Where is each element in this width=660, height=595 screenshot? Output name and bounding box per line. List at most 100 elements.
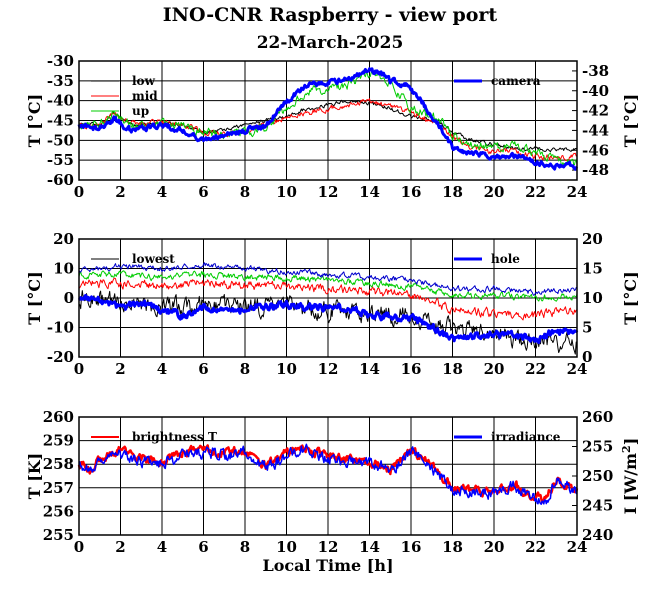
y-tick-label: 260 bbox=[43, 408, 74, 426]
y-axis-label: T [K] bbox=[25, 453, 44, 500]
series-line-hole bbox=[77, 293, 579, 345]
x-tick-label: 22 bbox=[525, 183, 546, 201]
x-tick-label: 20 bbox=[484, 538, 505, 556]
x-tick-label: 20 bbox=[484, 183, 505, 201]
legend-label: up bbox=[132, 104, 149, 118]
x-tick-label: 12 bbox=[318, 183, 339, 201]
x-tick-label: 12 bbox=[318, 538, 339, 556]
plot-frame bbox=[78, 416, 578, 536]
y-right-axis-label-main: T [°C] bbox=[621, 94, 640, 147]
y-right-tick-label: 260 bbox=[582, 408, 613, 426]
panel-2: 0 2 4 6 8 10 12 14 16 18 20 22 2420100-10-2020151050… bbox=[25, 230, 640, 378]
plot-frame bbox=[78, 60, 578, 181]
y-tick-label: 259 bbox=[43, 432, 74, 450]
x-tick-label: 8 bbox=[240, 538, 250, 556]
legend-label: hole bbox=[491, 252, 520, 266]
panel-1: 0 2 4 6 8 10 12 14 16 18 20 22 24-30-35-40-45-50-55-… bbox=[25, 52, 640, 201]
x-tick-label: 6 bbox=[198, 183, 208, 201]
x-tick-label: 12 bbox=[318, 360, 339, 378]
y-tick-label: 10 bbox=[53, 260, 74, 278]
y-tick-label: 20 bbox=[53, 230, 74, 248]
x-tick-label: 24 bbox=[567, 360, 588, 378]
plot-frame bbox=[78, 238, 578, 358]
series-line-unnamed-3 bbox=[78, 262, 578, 296]
series-line-irradiance bbox=[78, 443, 578, 505]
y-tick-label: -30 bbox=[47, 52, 74, 70]
y-right-axis-label-main: T [°C] bbox=[621, 271, 640, 324]
legend-label: camera bbox=[491, 74, 541, 88]
y-axis-label: T [°C] bbox=[25, 94, 44, 147]
y-right-tick-label: 250 bbox=[582, 467, 613, 485]
x-tick-label: 22 bbox=[525, 360, 546, 378]
x-tick-label: 22 bbox=[525, 538, 546, 556]
x-tick-label: 10 bbox=[276, 360, 297, 378]
legend-label: mid bbox=[132, 89, 158, 103]
x-tick-label: 24 bbox=[567, 183, 588, 201]
x-tick-label: 4 bbox=[157, 183, 167, 201]
y-tick-label: 256 bbox=[43, 502, 74, 520]
x-tick-label: 0 bbox=[74, 183, 84, 201]
x-tick-label: 2 bbox=[115, 360, 125, 378]
x-tick-label: 14 bbox=[359, 183, 380, 201]
x-axis-label: Local Time [h] bbox=[262, 556, 393, 575]
x-tick-label: 2 bbox=[115, 538, 125, 556]
series-line-unnamed-1 bbox=[78, 277, 578, 321]
legend-label: lowest bbox=[132, 252, 175, 266]
x-tick-label: 8 bbox=[240, 183, 250, 201]
x-tick-label: 10 bbox=[276, 538, 297, 556]
y-right-axis-label-sup: 2 bbox=[620, 445, 633, 453]
y-right-tick-label: 245 bbox=[582, 497, 613, 515]
y-right-tick-label: 5 bbox=[582, 319, 592, 337]
y-tick-label: 255 bbox=[43, 526, 74, 544]
y-right-tick-label: 20 bbox=[582, 230, 603, 248]
x-tick-label: 4 bbox=[157, 538, 167, 556]
y-tick-label: 257 bbox=[43, 479, 74, 497]
x-tick-label: 20 bbox=[484, 360, 505, 378]
y-right-tick-label: -42 bbox=[582, 102, 609, 120]
x-tick-label: 10 bbox=[276, 183, 297, 201]
panel-3: 0 2 4 6 8 10 12 14 16 18 20 22 242602592582572562552… bbox=[25, 408, 640, 575]
y-right-axis-label: T [°C] bbox=[621, 271, 640, 324]
x-tick-label: 16 bbox=[401, 183, 422, 201]
x-tick-label: 4 bbox=[157, 360, 167, 378]
x-tick-label: 2 bbox=[115, 183, 125, 201]
y-right-axis-label-end: ] bbox=[621, 438, 640, 446]
y-tick-label: 258 bbox=[43, 455, 74, 473]
y-tick-label: -10 bbox=[47, 319, 74, 337]
x-tick-label: 6 bbox=[198, 360, 208, 378]
legend-label: irradiance bbox=[491, 430, 561, 444]
chart-title: INO-CNR Raspberry - view port bbox=[163, 4, 498, 26]
y-tick-label: -35 bbox=[47, 72, 74, 90]
legend-label: low bbox=[132, 74, 156, 88]
series-line-mid bbox=[78, 98, 578, 162]
y-right-tick-label: 0 bbox=[582, 348, 592, 366]
y-right-tick-label: -40 bbox=[582, 82, 609, 100]
series-line-unnamed-2 bbox=[78, 270, 578, 302]
x-tick-label: 14 bbox=[359, 360, 380, 378]
x-tick-label: 16 bbox=[401, 538, 422, 556]
x-tick-label: 0 bbox=[74, 538, 84, 556]
y-tick-label: -50 bbox=[47, 131, 74, 149]
x-tick-label: 18 bbox=[442, 360, 463, 378]
y-right-tick-label: 10 bbox=[582, 289, 603, 307]
x-tick-label: 6 bbox=[198, 538, 208, 556]
series-line-up bbox=[78, 70, 578, 166]
x-tick-label: 18 bbox=[442, 538, 463, 556]
y-tick-label: -55 bbox=[47, 151, 74, 169]
chart-subtitle: 22-March-2025 bbox=[257, 33, 404, 53]
y-right-axis-label: I [W/m2] bbox=[620, 438, 640, 515]
y-tick-label: -40 bbox=[47, 92, 74, 110]
y-right-tick-label: 255 bbox=[582, 438, 613, 456]
y-right-tick-label: 240 bbox=[582, 526, 613, 544]
y-tick-label: -60 bbox=[47, 171, 74, 189]
x-tick-label: 16 bbox=[401, 360, 422, 378]
y-right-tick-label: -48 bbox=[582, 161, 609, 179]
x-tick-label: 8 bbox=[240, 360, 250, 378]
y-tick-label: -45 bbox=[47, 112, 74, 130]
y-right-axis-label: T [°C] bbox=[621, 94, 640, 147]
y-axis-label: T [°C] bbox=[25, 271, 44, 324]
x-tick-label: 18 bbox=[442, 183, 463, 201]
x-tick-label: 0 bbox=[74, 360, 84, 378]
y-right-tick-label: 15 bbox=[582, 260, 603, 278]
